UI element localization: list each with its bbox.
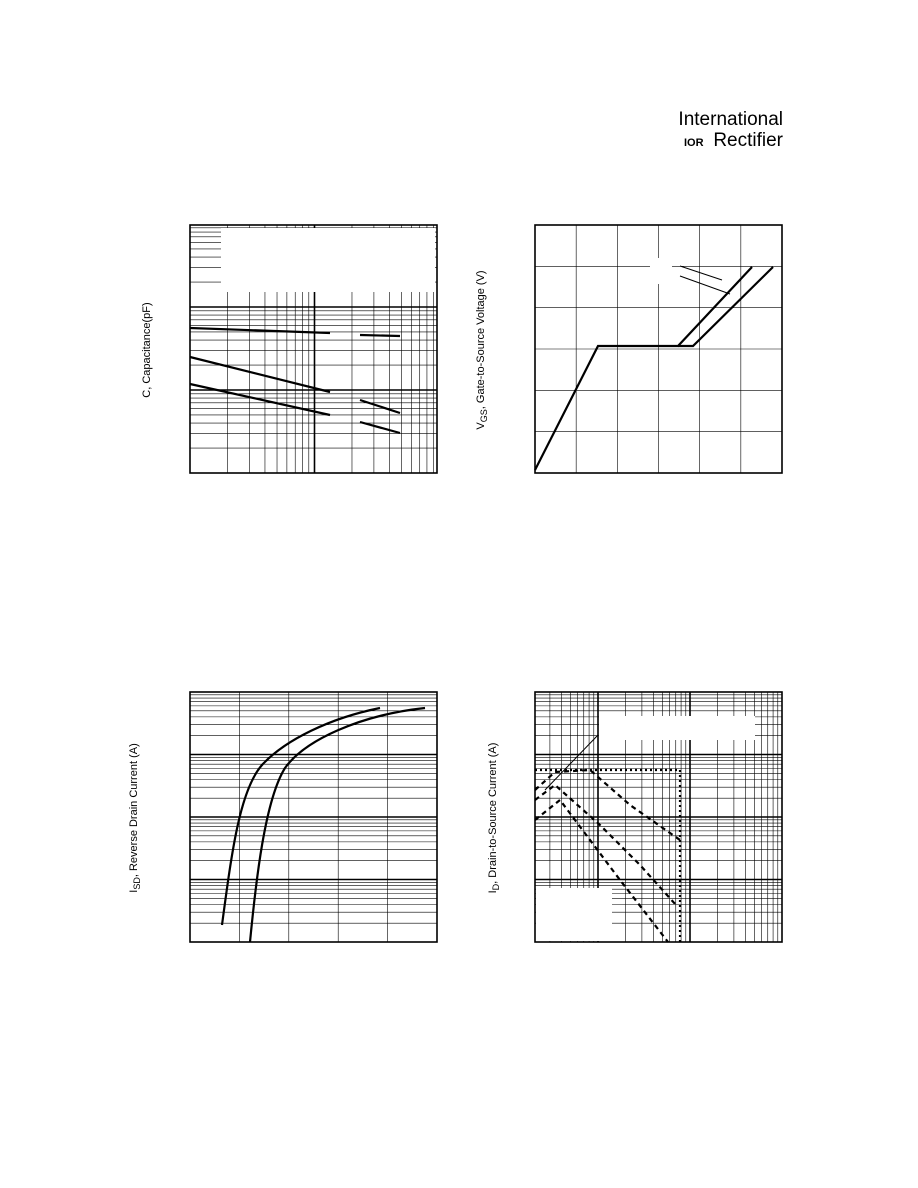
label-main: I	[128, 890, 140, 893]
curve	[220, 706, 381, 926]
leader	[544, 734, 599, 791]
gate-charge-curves	[534, 258, 774, 471]
y-axis-label: C, Capacitance(pF)	[141, 302, 153, 397]
logo-line2: Rectifier	[713, 130, 783, 151]
label-box	[650, 258, 672, 284]
label-box	[536, 888, 612, 941]
curve	[534, 266, 753, 471]
label-main: V	[475, 422, 487, 430]
curve	[189, 326, 401, 338]
curve	[534, 768, 681, 841]
plot-frame	[189, 691, 438, 943]
y-axis-label: ISD, Reverse Drain Current (A)	[128, 743, 142, 892]
legend-box	[221, 228, 435, 292]
curve	[248, 706, 426, 943]
curve	[189, 382, 401, 435]
label-sub: SD	[132, 877, 142, 890]
plot-frame	[534, 691, 783, 943]
curve	[535, 768, 682, 942]
label-main: I	[487, 890, 499, 893]
label-sub: D	[491, 883, 501, 890]
soa-curves	[534, 716, 755, 943]
capacitance-curves	[189, 228, 435, 435]
label-rest: , Gate-to-Source Voltage (V)	[475, 270, 487, 409]
leader	[679, 265, 731, 295]
curve	[678, 266, 774, 348]
logo: International IOR Rectifier	[678, 109, 783, 151]
label-sub: GS	[479, 409, 489, 422]
label-rest: , Reverse Drain Current (A)	[128, 743, 140, 877]
plot-frame	[534, 224, 783, 474]
curve	[189, 355, 401, 415]
y-axis-label: VGS, Gate-to-Source Voltage (V)	[475, 270, 489, 429]
plot-frame	[189, 224, 438, 474]
y-axis-label: ID, Drain-to-Source Current (A)	[487, 743, 501, 894]
curve	[534, 783, 677, 906]
logo-mark: IOR	[684, 137, 704, 149]
diode-curves	[220, 706, 426, 943]
curve	[534, 798, 669, 943]
logo-line1: International	[678, 109, 783, 130]
label-box	[599, 716, 755, 740]
label-rest: , Drain-to-Source Current (A)	[487, 743, 499, 884]
